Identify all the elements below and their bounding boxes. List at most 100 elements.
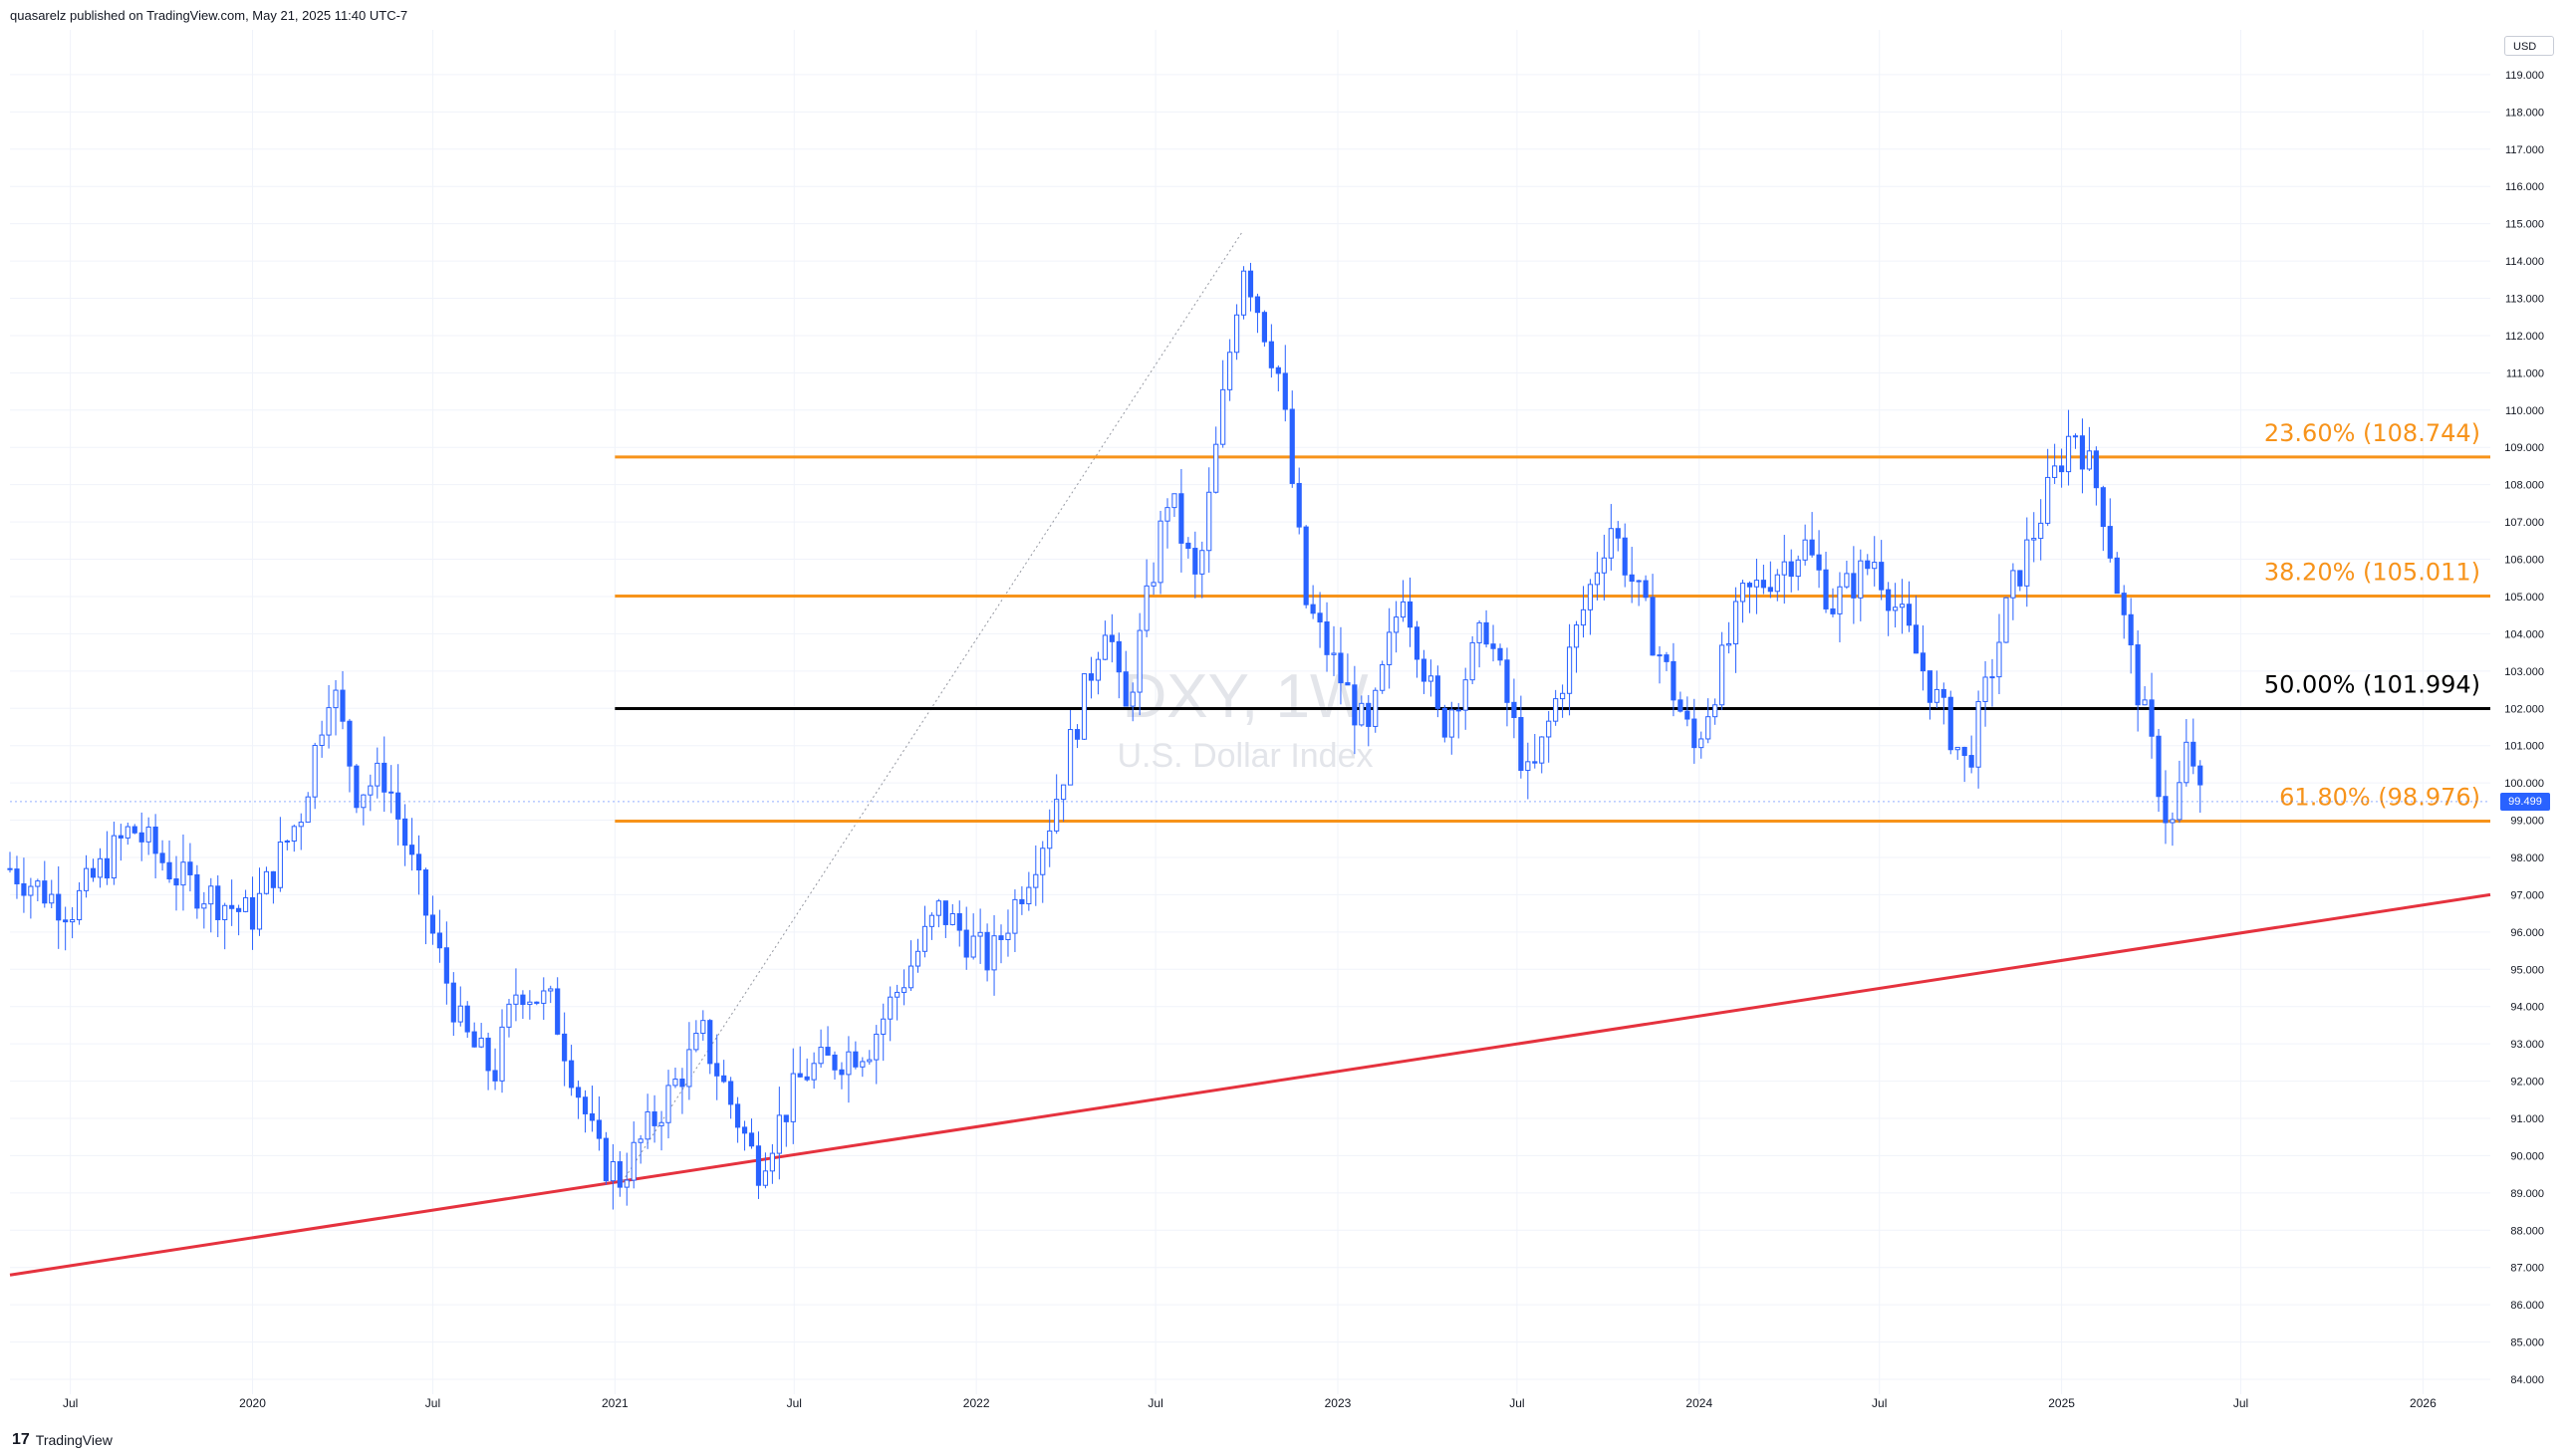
- candle-body: [1837, 586, 1843, 614]
- candle-body: [194, 873, 200, 909]
- candle-body: [1171, 493, 1177, 509]
- candle-body: [131, 826, 137, 834]
- candle-body: [499, 1026, 505, 1082]
- time-tick-label: 2021: [602, 1396, 629, 1410]
- candle-body: [97, 857, 104, 878]
- watermark-symbol: DXY, 1W: [1123, 662, 1369, 731]
- candle-body: [21, 882, 27, 896]
- candle-body: [658, 1121, 664, 1126]
- time-axis[interactable]: Jul 2020 Jul 2021 Jul 2022 Jul 2023 Jul 2024 Jul 20…: [63, 1396, 2437, 1410]
- candle-body: [1851, 573, 1857, 599]
- candle-body: [1420, 658, 1427, 682]
- candle-body: [1705, 716, 1711, 740]
- candle-body: [2135, 644, 2141, 706]
- candle-body: [1483, 621, 1489, 645]
- candle-body: [402, 818, 408, 847]
- candle-body: [443, 947, 449, 984]
- candle-body: [853, 1051, 859, 1068]
- candle-body: [1095, 658, 1102, 681]
- candle-body: [1144, 585, 1150, 631]
- tradingview-logo-icon: 17: [12, 1431, 30, 1448]
- candle-body: [1760, 580, 1766, 589]
- candle-body: [138, 832, 144, 843]
- price-tick-label: 101.000: [2504, 741, 2544, 753]
- candle-body: [1608, 528, 1614, 559]
- candle-body: [949, 912, 955, 925]
- candle-body: [2128, 613, 2134, 646]
- candle-body: [457, 1005, 463, 1023]
- price-axis[interactable]: 84.000 85.000 86.000 87.000 88.000 89.000 90.0…: [2504, 70, 2544, 1386]
- price-tick-label: 114.000: [2505, 256, 2544, 268]
- candle-body: [222, 904, 228, 920]
- candle-body: [464, 1005, 470, 1033]
- candle-body: [1802, 539, 1808, 561]
- candle-body: [1254, 296, 1261, 314]
- currency-label[interactable]: USD: [2504, 36, 2554, 56]
- candle-body: [326, 707, 332, 736]
- candle-body: [603, 1137, 609, 1182]
- candle-body: [970, 935, 976, 958]
- candle-body: [1414, 626, 1420, 660]
- candle-body: [1400, 601, 1407, 618]
- candle-body: [2017, 570, 2023, 587]
- support-trendline[interactable]: [9, 892, 2491, 1277]
- candle-body: [1975, 700, 1981, 768]
- candle-body: [610, 1161, 616, 1182]
- candle-body: [839, 1069, 845, 1076]
- footer-brand[interactable]: 17 TradingView: [12, 1431, 113, 1449]
- price-tick-label: 95.000: [2510, 964, 2544, 976]
- candle-body: [541, 990, 547, 1004]
- candle-body: [14, 868, 20, 884]
- candle-body: [1961, 746, 1967, 757]
- candle-body: [804, 1076, 810, 1081]
- candle-body: [2024, 539, 2030, 587]
- candle-body: [624, 1179, 630, 1188]
- candle-body: [797, 1073, 803, 1078]
- fib-trend-line[interactable]: [619, 230, 1243, 1186]
- candle-body: [1359, 702, 1365, 726]
- fib-trend-segment: [619, 230, 1243, 1186]
- candle-body: [921, 925, 928, 952]
- candle-body: [991, 935, 997, 971]
- fibonacci-levels[interactable]: 23.60% (108.744) 38.20% (105.011) 50.00% (…: [615, 419, 2490, 823]
- candle-body: [1448, 709, 1454, 738]
- candle-body: [928, 914, 935, 927]
- price-tick-label: 118.000: [2505, 107, 2544, 119]
- candle-body: [1407, 601, 1414, 628]
- candle-body: [1338, 652, 1344, 684]
- candle-body: [651, 1110, 657, 1126]
- candle-body: [1927, 670, 1932, 703]
- candle-body: [1601, 557, 1607, 574]
- candle-body: [1427, 675, 1433, 682]
- candle-body: [333, 689, 339, 709]
- candle-body: [1636, 580, 1642, 583]
- candle-body: [408, 845, 415, 855]
- candle-body: [679, 1079, 685, 1088]
- candle-body: [1753, 580, 1760, 588]
- candle-body: [1732, 601, 1739, 644]
- price-tick-label: 103.000: [2504, 666, 2544, 678]
- candle-body: [901, 987, 907, 993]
- candle-body: [1441, 707, 1447, 738]
- candle-body: [90, 867, 97, 878]
- candle-body: [1303, 526, 1309, 606]
- candle-body: [1671, 660, 1676, 701]
- candle-body: [1324, 621, 1330, 655]
- candle-body: [1504, 659, 1510, 703]
- brand-name: TradingView: [35, 1432, 113, 1448]
- candle-body: [2121, 593, 2127, 615]
- candle-body: [1074, 729, 1081, 740]
- price-tick-label: 109.000: [2504, 442, 2544, 454]
- candle-body: [755, 1145, 762, 1186]
- candle-body: [388, 791, 394, 794]
- candle-body: [1275, 366, 1281, 374]
- price-tick-label: 110.000: [2505, 405, 2544, 417]
- candle-body: [1746, 583, 1753, 588]
- time-tick-label: 2024: [1685, 1396, 1712, 1410]
- candle-body: [1774, 574, 1780, 593]
- candle-body: [527, 1001, 533, 1006]
- candle-body: [1553, 698, 1559, 722]
- candle-body: [1795, 559, 1801, 578]
- candle-body: [1012, 898, 1018, 934]
